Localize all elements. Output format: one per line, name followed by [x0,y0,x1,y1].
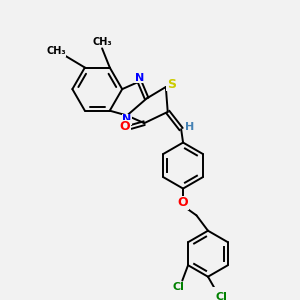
Text: N: N [135,73,144,82]
Text: S: S [167,78,176,91]
Text: H: H [185,122,194,132]
Text: O: O [178,196,188,209]
Text: Cl: Cl [172,282,184,292]
Text: CH₃: CH₃ [92,37,112,47]
Text: N: N [122,114,132,124]
Text: O: O [120,121,130,134]
Text: Cl: Cl [215,292,227,300]
Text: CH₃: CH₃ [46,46,66,56]
